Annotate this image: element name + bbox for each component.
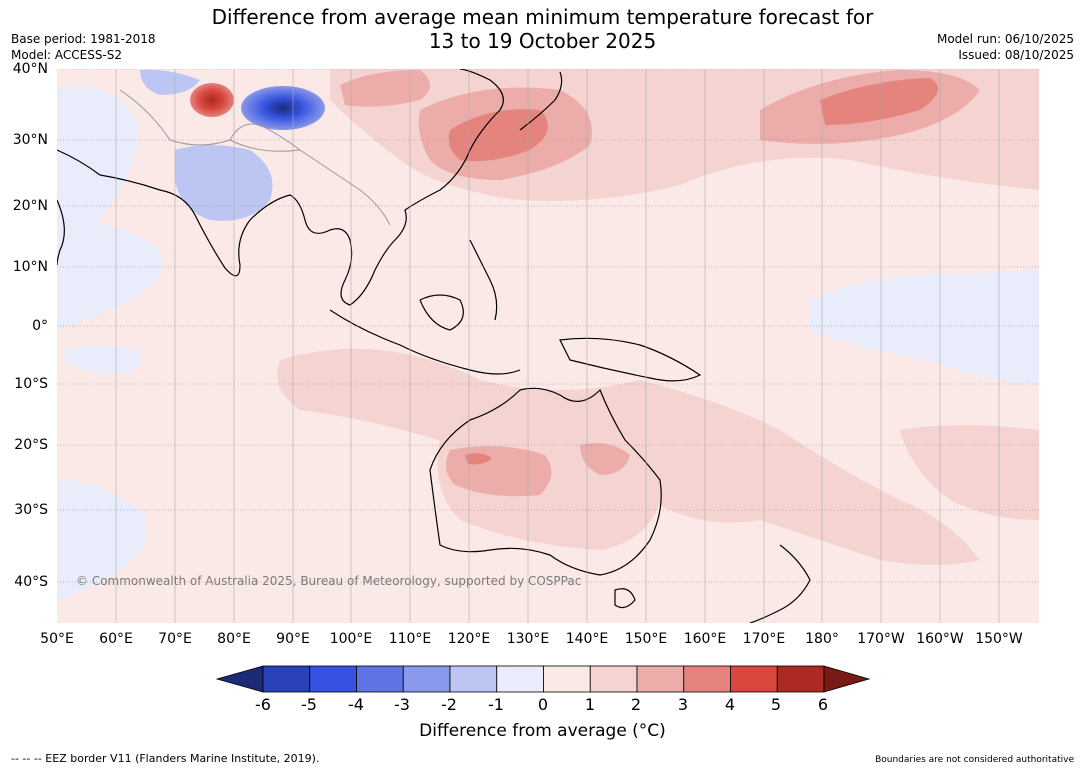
colorbar-tick: -3 [394,695,410,714]
meta-left: Base period: 1981-2018 Model: ACCESS-S2 [11,31,156,63]
lat-label: 20°N [12,198,48,214]
title-line-1: Difference from average mean minimum tem… [211,5,874,29]
issued-date: Issued: 08/10/2025 [958,48,1074,62]
lon-label: 160°E [683,631,727,647]
lat-label: 30°S [14,502,48,518]
coast-asia [57,69,504,306]
colorbar-segment [402,665,451,693]
lon-label: 120°E [447,631,491,647]
hot-region-wa [465,453,492,465]
lon-label: 50°E [40,631,74,647]
lon-label: 140°E [565,631,609,647]
meta-right: Model run: 06/10/2025 Issued: 08/10/2025 [937,31,1074,63]
cool-region-arabian [65,345,142,375]
coast-tasmania [614,588,636,609]
hot-spot-himalaya [190,83,234,117]
warm-region-ne-china [340,70,430,107]
colorbar-tick: 3 [677,695,689,714]
coast-japan [519,71,563,131]
colorbar-segment [589,665,638,693]
hot-region-japan [448,109,548,162]
coast-indonesia-2 [419,294,464,331]
eez-legend: -- -- -- EEZ border V11 (Flanders Marine… [11,752,320,765]
warm-region-eastpac [900,425,1039,520]
colorbar-segment [449,665,498,693]
lat-label: 10°N [12,259,48,275]
colorbar-segment [636,665,685,693]
colorbar-segment [262,665,311,693]
meridians [115,69,1000,623]
colorbar-extend-high [823,665,871,693]
lon-label: 60°E [99,631,133,647]
cool-region-himalaya [140,69,200,95]
colorbar-title: Difference from average (°C) [419,721,666,741]
cool-region-westpac [57,220,162,330]
colorbar [215,665,871,693]
coastlines [57,69,811,623]
lon-label: 160°W [916,631,964,647]
lon-label: 80°E [217,631,251,647]
lat-label: 40°S [14,574,48,590]
colorbar-extend-low [215,665,264,693]
lon-label: 70°E [158,631,192,647]
model-run: Model run: 06/10/2025 [936,32,1074,46]
model-name: Model: ACCESS-S2 [11,48,123,62]
lon-label: 150°E [624,631,668,647]
lon-label: 110°E [388,631,432,647]
lat-label: 10°S [14,376,48,392]
cold-spot-tibet [241,86,325,130]
colorbar-segment [309,665,357,693]
colorbar-tick: 6 [817,695,829,714]
coast-philippines [469,239,498,321]
lon-label: 130°E [506,631,550,647]
lat-label: 0° [32,318,48,334]
colorbar-segment [496,665,544,693]
coast-nz [749,544,811,623]
colorbar-tick: 2 [630,695,642,714]
colorbar-segment [683,665,731,693]
cool-region-india [175,145,273,221]
colorbar-tick: 5 [770,695,782,714]
coast-indonesia-1 [329,309,521,375]
lat-label: 20°S [14,437,48,453]
lon-label: 170°W [857,631,905,647]
coast-png [559,337,702,382]
colorbar-tick: -2 [441,695,457,714]
colorbar-tick: 0 [537,695,549,714]
colorbar-tick: 4 [724,695,736,714]
lat-label: 30°N [12,132,48,148]
cool-region-south-indian [57,480,147,600]
colorbar-segment [776,665,825,693]
lon-label: 170°E [742,631,786,647]
colorbar-segment [543,665,591,693]
cool-region-central-pacific [810,270,1039,385]
lon-label: 150°W [975,631,1023,647]
colorbar-segment [730,665,778,693]
copyright-notice: © Commonwealth of Australia 2025, Bureau… [76,574,582,588]
base-period: Base period: 1981-2018 [11,32,156,46]
hot-region-northpac [820,78,938,125]
boundaries-disclaimer: Boundaries are not considered authoritat… [875,755,1074,765]
colorbar-segment [356,665,404,693]
title-line-2: 13 to 19 October 2025 [428,29,657,53]
colorbar-tick: -6 [255,695,271,714]
chart-title: Difference from average mean minimum tem… [0,5,1085,53]
lon-label: 100°E [329,631,373,647]
colorbar-tick: -1 [488,695,504,714]
lon-label: 180° [805,631,839,647]
coast-australia [429,387,662,576]
lat-label: 40°N [12,61,48,77]
warm-region-qld [580,442,630,475]
colorbar-tick: -4 [348,695,364,714]
borders [119,89,391,226]
colorbar-tick: -5 [301,695,317,714]
lon-label: 90°E [276,631,310,647]
coast-arabia [57,199,65,266]
colorbar-tick: 1 [584,695,596,714]
